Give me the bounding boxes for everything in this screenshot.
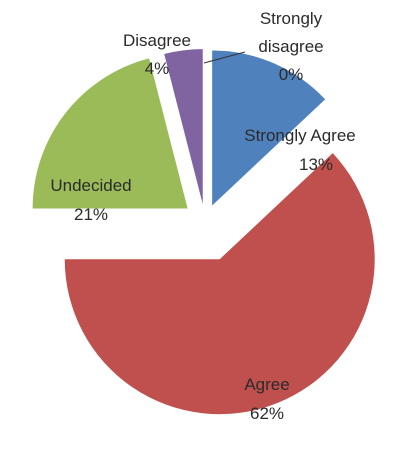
slice-agree [64,153,375,415]
label-agree: Agree [244,375,289,394]
pct-agree: 62% [250,404,284,423]
pie-slices [32,49,375,415]
pct-strongly-disagree: 0% [279,65,304,84]
label-strongly-disagree-line2: disagree [258,37,323,56]
label-strongly-agree: Strongly Agree [244,126,356,145]
slice-undecided [32,58,188,209]
pct-undecided: 21% [74,205,108,224]
slice-disagree [164,49,203,205]
slice-strongly-agree [212,50,326,206]
leader-line-strongly-disagree [203,51,246,64]
label-strongly-disagree-line1: Strongly [260,9,323,28]
label-disagree: Disagree [123,31,191,50]
pct-disagree: 4% [145,59,170,78]
label-undecided: Undecided [50,176,131,195]
pct-strongly-agree: 13% [299,155,333,174]
